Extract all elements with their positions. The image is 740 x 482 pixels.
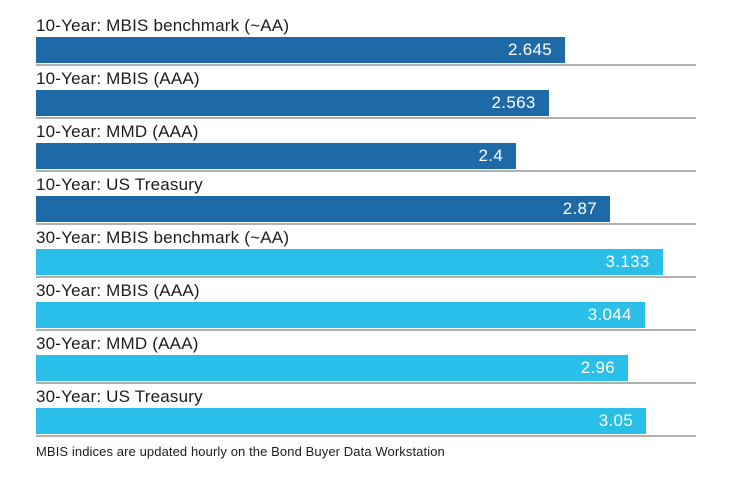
- bar-category-label: 30-Year: US Treasury: [36, 387, 203, 406]
- bar-row: 10-Year: US Treasury 2.87: [36, 175, 696, 225]
- bar-value-label: 2.4: [478, 146, 503, 165]
- bar: 2.96: [36, 355, 628, 381]
- bar-value-label: 2.645: [507, 40, 552, 59]
- bar: 3.05: [36, 408, 646, 434]
- bar-category-label: 30-Year: MBIS (AAA): [36, 281, 200, 300]
- bar: 3.133: [36, 249, 663, 275]
- bar-track: 2.645: [36, 37, 696, 63]
- bar-category-label: 30-Year: MMD (AAA): [36, 334, 199, 353]
- bar-category-label: 30-Year: MBIS benchmark (~AA): [36, 228, 290, 247]
- chart-plot-area: 10-Year: MBIS benchmark (~AA) 2.645 10-Yea…: [36, 16, 696, 437]
- bar-track: 2.87: [36, 196, 696, 222]
- bar-row: 30-Year: MMD (AAA) 2.96: [36, 334, 696, 384]
- bar-row: 30-Year: MBIS (AAA) 3.044: [36, 281, 696, 331]
- row-separator-line: [36, 170, 696, 172]
- bar-value-label: 3.133: [605, 252, 650, 271]
- row-separator-line: [36, 64, 696, 66]
- bar-value-label: 2.563: [491, 93, 536, 112]
- row-separator-line: [36, 382, 696, 384]
- bar: 2.563: [36, 90, 549, 116]
- row-separator-line: [36, 435, 696, 437]
- bar-category-label: 10-Year: US Treasury: [36, 175, 203, 194]
- bar-value-label: 3.05: [598, 411, 633, 430]
- bar-category-label: 10-Year: MMD (AAA): [36, 122, 199, 141]
- bar-track: 2.4: [36, 143, 696, 169]
- bar-track: 3.05: [36, 408, 696, 434]
- bar-category-label: 10-Year: MBIS (AAA): [36, 69, 200, 88]
- bar-value-label: 2.87: [562, 199, 597, 218]
- bar-value-label: 2.96: [580, 358, 615, 377]
- bar: 2.4: [36, 143, 516, 169]
- bar-track: 2.96: [36, 355, 696, 381]
- row-separator-line: [36, 117, 696, 119]
- bar-row: 30-Year: MBIS benchmark (~AA) 3.133: [36, 228, 696, 278]
- row-separator-line: [36, 329, 696, 331]
- bar-track: 2.563: [36, 90, 696, 116]
- bar-row: 10-Year: MMD (AAA) 2.4: [36, 122, 696, 172]
- bar-track: 3.133: [36, 249, 696, 275]
- bar-category-label: 10-Year: MBIS benchmark (~AA): [36, 16, 290, 35]
- bar-row: 10-Year: MBIS (AAA) 2.563: [36, 69, 696, 119]
- row-separator-line: [36, 223, 696, 225]
- bar-value-label: 3.044: [587, 305, 632, 324]
- bar: 2.645: [36, 37, 565, 63]
- bar-track: 3.044: [36, 302, 696, 328]
- chart-footnote: MBIS indices are updated hourly on the B…: [36, 444, 445, 459]
- bar: 3.044: [36, 302, 645, 328]
- row-separator-line: [36, 276, 696, 278]
- bar: 2.87: [36, 196, 610, 222]
- bar-row: 30-Year: US Treasury 3.05: [36, 387, 696, 437]
- bar-row: 10-Year: MBIS benchmark (~AA) 2.645: [36, 16, 696, 66]
